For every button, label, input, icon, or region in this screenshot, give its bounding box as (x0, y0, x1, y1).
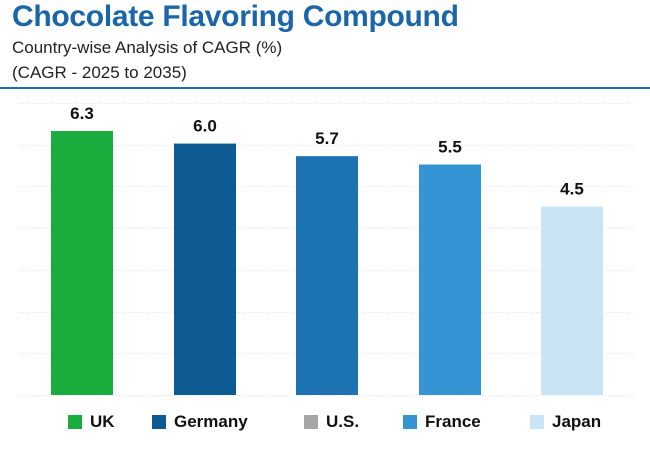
bar-france (419, 164, 481, 395)
legend-swatch-us (304, 415, 318, 429)
legend-label-germany: Germany (174, 412, 248, 431)
data-labels: 6.3 6.0 5.7 5.5 4.5 (70, 104, 584, 198)
legend-label-uk: UK (90, 412, 115, 431)
gridlines (20, 103, 634, 396)
legend-swatch-japan (530, 415, 544, 429)
legend-label-us: U.S. (326, 412, 360, 431)
legend-item-france: France (403, 412, 481, 432)
header-divider (0, 87, 650, 89)
bar-us (296, 156, 358, 395)
data-label-us: 5.7 (315, 129, 339, 148)
data-label-germany: 6.0 (193, 117, 217, 136)
data-label-france: 5.5 (438, 138, 462, 157)
chart-subtitle: Country-wise Analysis of CAGR (%) (12, 38, 283, 57)
bar-germany (174, 143, 236, 395)
legend-item-us: U.S. (304, 412, 359, 432)
legend-label-france: France (425, 412, 481, 431)
legend-item-japan: Japan (530, 412, 601, 432)
data-label-uk: 6.3 (70, 104, 94, 123)
chart-period: (CAGR - 2025 to 2035) (12, 63, 187, 82)
data-label-japan: 4.5 (560, 179, 584, 198)
legend-label-japan: Japan (552, 412, 602, 431)
chart-title: Chocolate Flavoring Compound (12, 0, 459, 33)
legend-swatch-germany (152, 415, 166, 429)
bars (51, 131, 603, 395)
legend-swatch-france (403, 415, 417, 429)
bar-japan (541, 206, 603, 395)
legend: UK Germany U.S. France Japan (0, 412, 650, 436)
bar-uk (51, 131, 113, 395)
legend-item-uk: UK (68, 412, 115, 432)
legend-item-germany: Germany (152, 412, 248, 432)
legend-swatch-uk (68, 415, 82, 429)
